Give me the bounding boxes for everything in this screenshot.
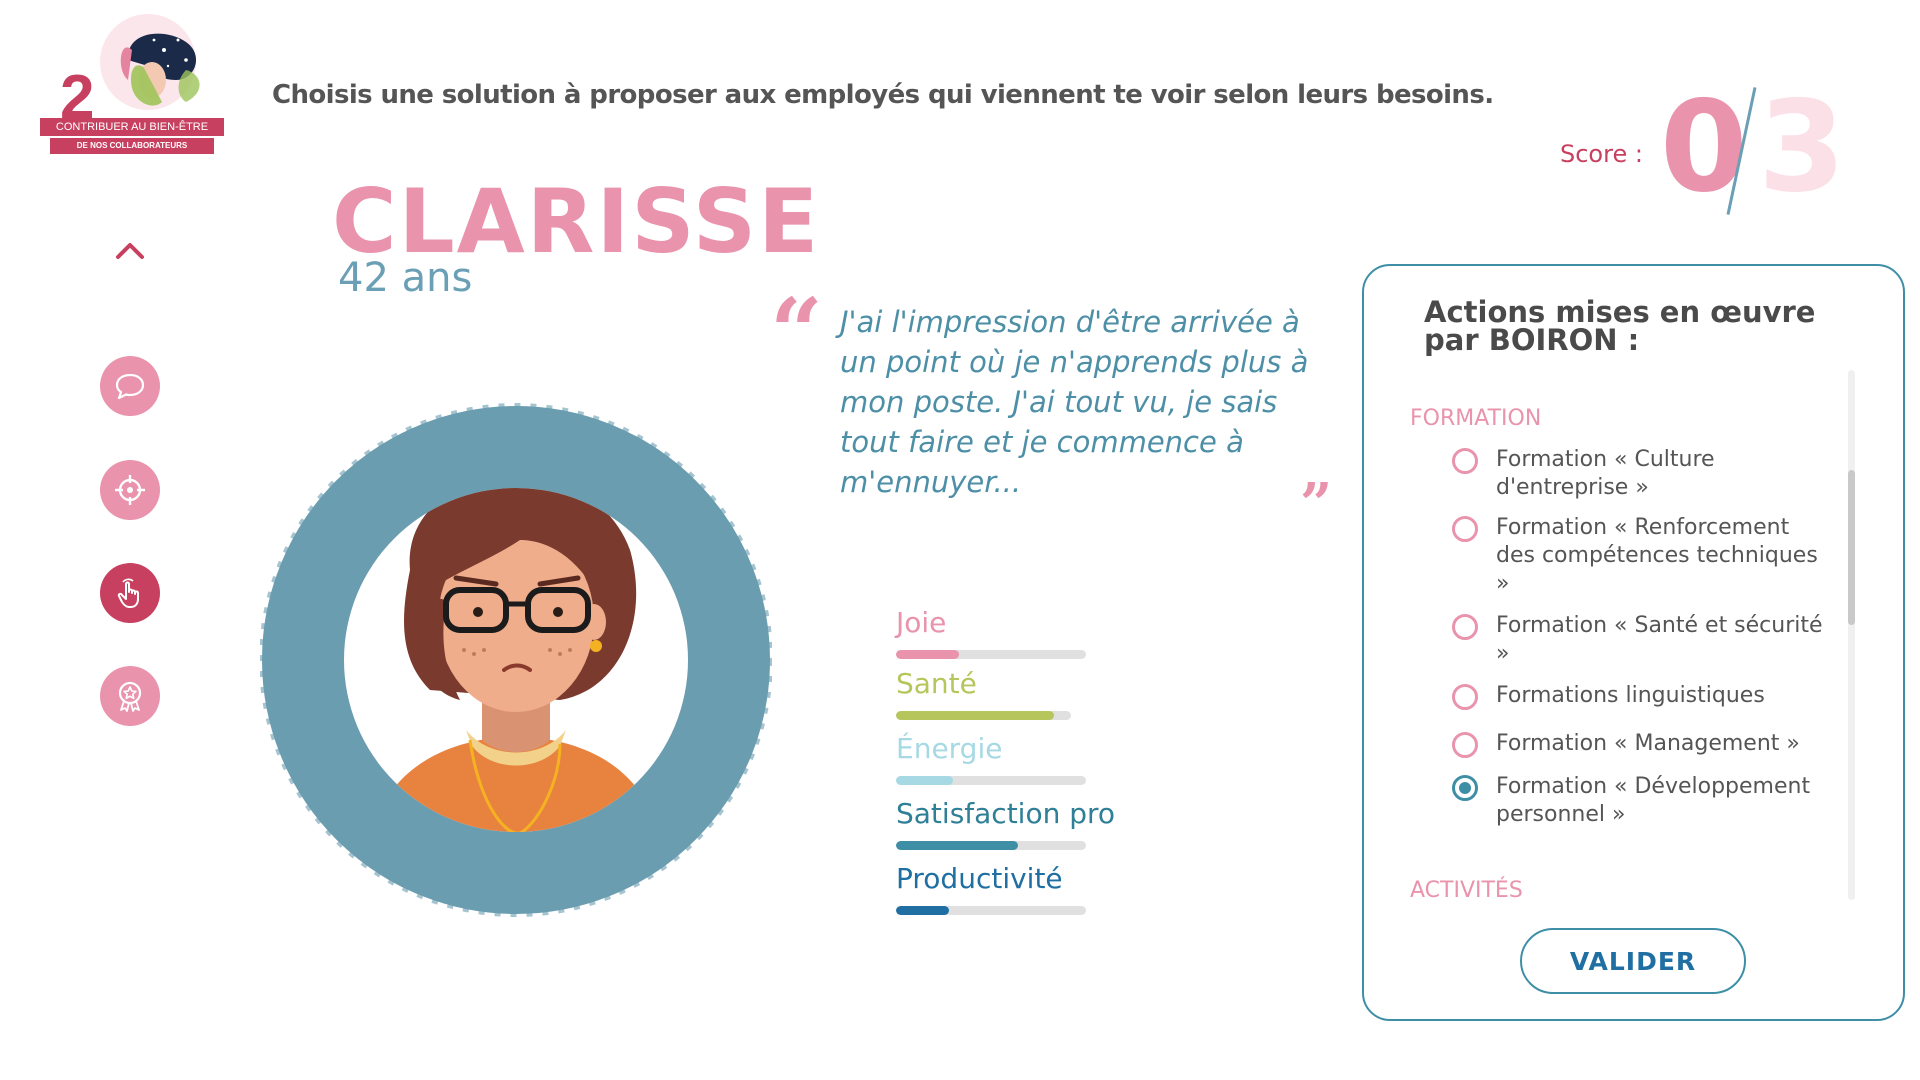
sidebar-target-button[interactable] [100,460,160,520]
option-label: Formation « Management » [1496,731,1800,756]
radio-button[interactable] [1452,448,1478,474]
chevron-up-icon[interactable] [115,240,145,260]
gauge-sante: Santé [896,667,1096,720]
option-competences-techniques[interactable]: Formation « Renforcement des compétences… [1452,514,1832,598]
gauge-track [896,776,1086,785]
gauge-fill [896,906,950,915]
logo-tagline: CONTRIBUER AU BIEN-ÊTRE [40,118,224,136]
section-formation: FORMATION [1410,406,1542,431]
quote-close-icon: ” [1300,471,1333,537]
radio-button-selected[interactable] [1452,775,1478,801]
gauge-label: Santé [896,667,977,700]
section-activites: ACTIVITÉS [1410,878,1523,903]
gauge-satisfaction-pro: Satisfaction pro [896,797,1116,850]
character-avatar [259,400,773,920]
gauge-fill [896,776,953,785]
option-developpement-personnel[interactable]: Formation « Développement personnel » [1452,773,1832,829]
gauge-track [896,906,1086,915]
gauge-fill [896,711,1054,720]
option-label: Formation « Culture d'entreprise » [1496,447,1715,500]
target-icon [115,475,145,505]
gauge-label: Productivité [896,862,1063,895]
gauge-fill [896,841,1018,850]
instruction-text: Choisis une solution à proposer aux empl… [272,80,1494,110]
option-label: Formations linguistiques [1496,683,1765,708]
gauge-label: Satisfaction pro [896,797,1116,830]
gauge-label: Joie [896,606,947,639]
panel-title: Actions mises en œuvre par BOIRON : [1424,295,1816,357]
gauge-label: Énergie [896,732,1003,765]
option-label: Formation « Renforcement des compétences… [1496,515,1818,596]
gauge-energie: Énergie [896,732,1096,785]
validate-button[interactable]: VALIDER [1520,928,1746,994]
gauge-track [896,650,1086,659]
score-label: Score : [1560,140,1643,168]
gauge-track [896,841,1086,850]
option-formations-linguistiques[interactable]: Formations linguistiques [1452,682,1832,710]
gauge-joie: Joie [896,606,1096,659]
gauge-productivite: Productivité [896,862,1096,915]
sidebar-chat-button[interactable] [100,356,160,416]
chat-bubble-icon [115,373,145,400]
logo: 2 CONTRIBUER AU BIEN-ÊTRE DE NOS COLLABO… [36,10,228,160]
logo-illustration [100,14,200,110]
option-management[interactable]: Formation « Management » [1452,730,1832,758]
actions-panel: Actions mises en œuvre par BOIRON : FORM… [1362,264,1905,1021]
scrollbar-track[interactable] [1848,370,1855,900]
radio-button[interactable] [1452,516,1478,542]
character-name: CLARISSE [332,170,821,273]
pointer-hand-icon [117,578,139,608]
character-quote: J'ai l'impression d'être arrivée à un po… [840,305,1309,499]
sidebar-award-button[interactable] [100,666,160,726]
award-ribbon-icon [118,681,142,712]
radio-button[interactable] [1452,732,1478,758]
radio-button[interactable] [1452,684,1478,710]
option-sante-securite[interactable]: Formation « Santé et sécurité » [1452,612,1832,668]
scrollbar-thumb[interactable] [1848,470,1855,625]
gauge-track [896,711,1071,720]
logo-subtagline: DE NOS COLLABORATEURS [50,138,214,154]
gauge-fill [896,650,959,659]
score-total: 3 [1758,73,1846,220]
score-value: 0 [1660,73,1748,220]
option-label: Formation « Santé et sécurité » [1496,613,1823,666]
option-label: Formation « Développement personnel » [1496,774,1811,827]
radio-button[interactable] [1452,614,1478,640]
character-age: 42 ans [338,255,473,301]
option-culture-entreprise[interactable]: Formation « Culture d'entreprise » [1452,446,1832,502]
quote-open-icon: “ [770,278,823,386]
sidebar-action-button[interactable] [100,563,160,623]
